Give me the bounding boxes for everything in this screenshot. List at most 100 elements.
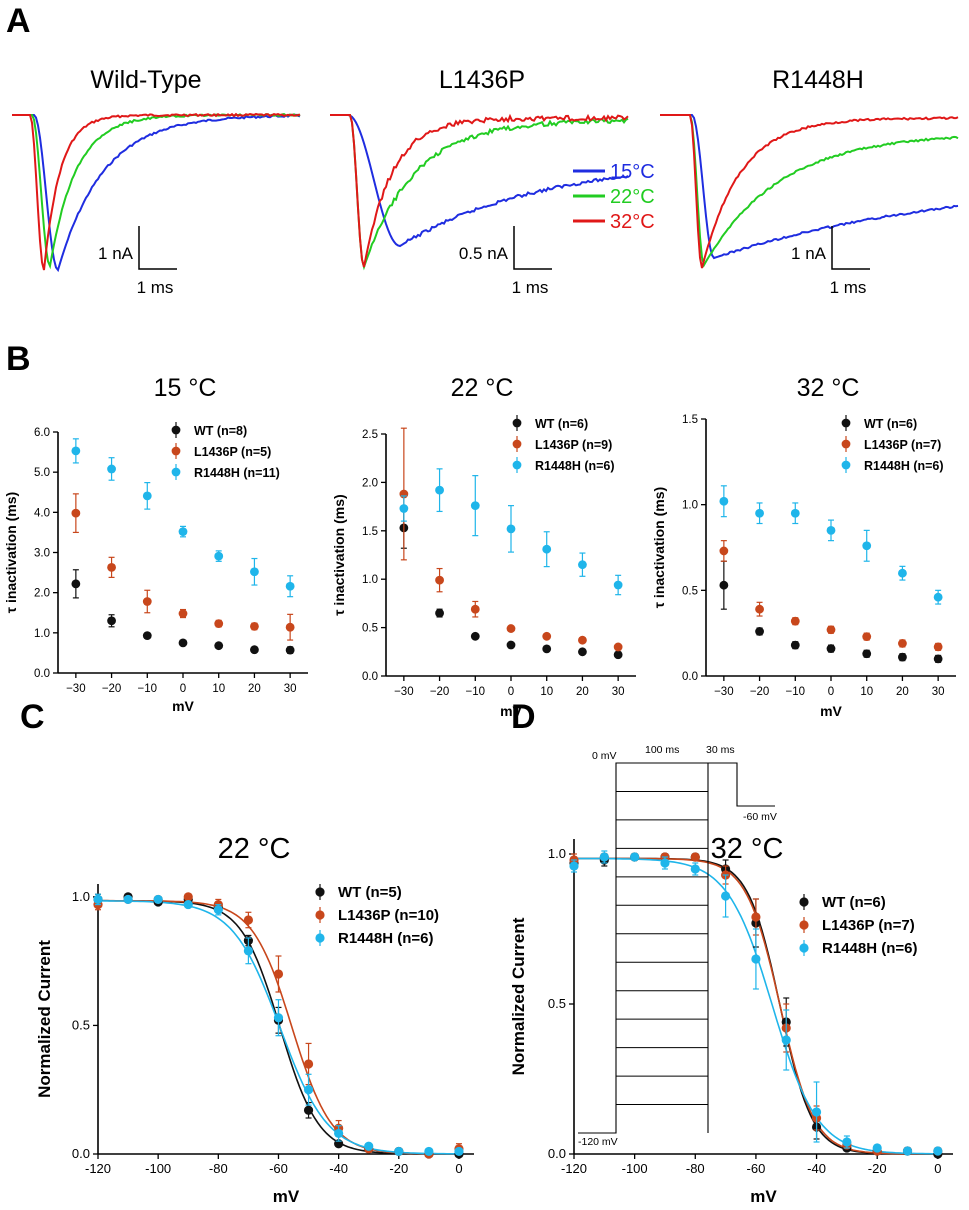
data-point-R1448H [569, 861, 579, 871]
data-point-R1448H [811, 1107, 822, 1117]
current-trace [660, 114, 959, 268]
data-point-WT [719, 580, 729, 590]
x-tick-label: 10 [860, 686, 873, 698]
data-point-R1448H [303, 1085, 314, 1095]
data-point-R1448H [613, 580, 623, 590]
data-point-WT [250, 645, 259, 655]
series-R1448H [399, 468, 623, 596]
data-point-WT [933, 654, 943, 664]
x-tick-label: −30 [714, 686, 734, 698]
y-tick-label: 2.5 [362, 429, 378, 441]
data-point-R1448H [364, 1141, 374, 1151]
current-trace [12, 113, 301, 273]
legend-marker-WT [841, 418, 851, 428]
legend-label: WT (n=6) [535, 417, 588, 431]
x-axis-label: mV [750, 1187, 777, 1206]
panel-label-D: D [511, 698, 536, 736]
chart-B-2: −30 −20 −10 0 10 20 30 0.0 0.5 1.0 1.5 32 °C mV τ ina… [651, 374, 956, 719]
data-point-L1436P [862, 632, 872, 641]
x-tick-label: −20 [430, 686, 450, 698]
data-point-WT [303, 1105, 314, 1115]
legend-marker-R1448H [799, 943, 809, 953]
data-point-WT [613, 650, 623, 660]
x-tick-label: 10 [540, 686, 553, 698]
data-point-WT [107, 616, 116, 626]
y-axis-label: τ inactivation (ms) [651, 487, 667, 608]
data-point-R1448H [424, 1146, 434, 1157]
data-point-R1448H [399, 504, 409, 513]
x-axis-label: mV [172, 698, 194, 714]
x-tick-label: 0 [455, 1161, 462, 1176]
x-tick-label: 30 [612, 686, 625, 698]
legend-label: WT (n=5) [338, 884, 402, 901]
x-tick-label: −20 [750, 686, 770, 698]
legend-marker-L1436P [171, 446, 181, 456]
data-point-L1436P [933, 642, 943, 652]
temperature-legend: 15°C 22°C 32°C [573, 161, 655, 233]
current-trace [330, 114, 629, 271]
data-point-R1448H [123, 894, 133, 905]
series-WT [71, 569, 295, 655]
data-point-L1436P [613, 642, 623, 652]
current-trace [660, 114, 959, 269]
data-point-L1436P [719, 546, 729, 556]
scale-bar-current-label: 1 nA [98, 244, 134, 263]
y-tick-label: 3.0 [34, 548, 50, 560]
legend-label: WT (n=8) [194, 424, 247, 438]
x-tick-label: 20 [248, 683, 261, 695]
y-tick-label: 1.5 [682, 414, 698, 426]
data-point-R1448H [153, 894, 163, 905]
x-axis-label: mV [500, 703, 522, 719]
trace-title: R1448H [772, 66, 864, 94]
series-L1436P [719, 540, 943, 652]
data-point-L1436P [250, 622, 259, 631]
data-point-L1436P [751, 912, 761, 922]
data-point-R1448H [630, 852, 640, 862]
x-tick-label: −30 [394, 686, 414, 698]
panel-label-C: C [20, 698, 45, 736]
current-trace [330, 113, 629, 268]
y-tick-label: 0.5 [72, 1017, 90, 1032]
x-tick-label: −20 [102, 683, 122, 695]
data-point-WT [71, 579, 81, 589]
series-R1448H [719, 485, 943, 605]
legend-label: R1448H (n=6) [822, 940, 917, 957]
data-point-WT [178, 638, 188, 648]
legend-temperature-label: 15°C [610, 161, 655, 183]
data-point-R1448H [690, 864, 700, 874]
legend-marker-R1448H [171, 467, 181, 477]
chart-title: 22 °C [451, 374, 514, 402]
chart-D-4: -120 -100 -80 -60 -40 -20 0 0.0 0.5 1.0 32 °C mV Nor… [509, 744, 953, 1206]
legend-label: L1436P (n=5) [194, 445, 271, 459]
inset-test-label: 30 ms [706, 744, 735, 756]
data-point-L1436P [506, 624, 516, 633]
data-point-WT [826, 644, 836, 653]
chart-B-1: −30 −20 −10 0 10 20 30 0.0 0.5 1.0 1.5 2.0 2.5 22 °C m… [331, 374, 636, 719]
data-point-L1436P [142, 597, 152, 606]
y-tick-label: 0.0 [72, 1146, 90, 1161]
y-axis-label: τ inactivation (ms) [331, 494, 347, 615]
data-point-L1436P [898, 639, 907, 648]
data-point-WT [435, 608, 444, 618]
scale-bar [831, 226, 870, 270]
data-point-L1436P [542, 631, 552, 641]
data-point-R1448H [719, 496, 729, 506]
x-tick-label: 10 [212, 683, 225, 695]
series-R1448H [71, 438, 295, 598]
x-tick-label: -20 [389, 1161, 408, 1176]
y-tick-label: 0.5 [682, 585, 698, 597]
data-point-L1436P [107, 562, 116, 572]
trace-title: L1436P [439, 66, 525, 94]
y-tick-label: 0.0 [682, 671, 698, 683]
data-point-R1448H [470, 501, 480, 511]
panel-label-B: B [6, 340, 31, 378]
scale-bar-current-label: 1 nA [791, 244, 827, 263]
inset-test-voltage-label: -60 mV [743, 811, 777, 823]
data-point-WT [755, 627, 764, 636]
y-tick-label: 1.0 [72, 889, 90, 904]
legend-marker-L1436P [799, 920, 809, 930]
legend-label: R1448H (n=6) [864, 459, 944, 473]
data-point-R1448H [243, 946, 253, 956]
data-point-L1436P [285, 622, 295, 632]
